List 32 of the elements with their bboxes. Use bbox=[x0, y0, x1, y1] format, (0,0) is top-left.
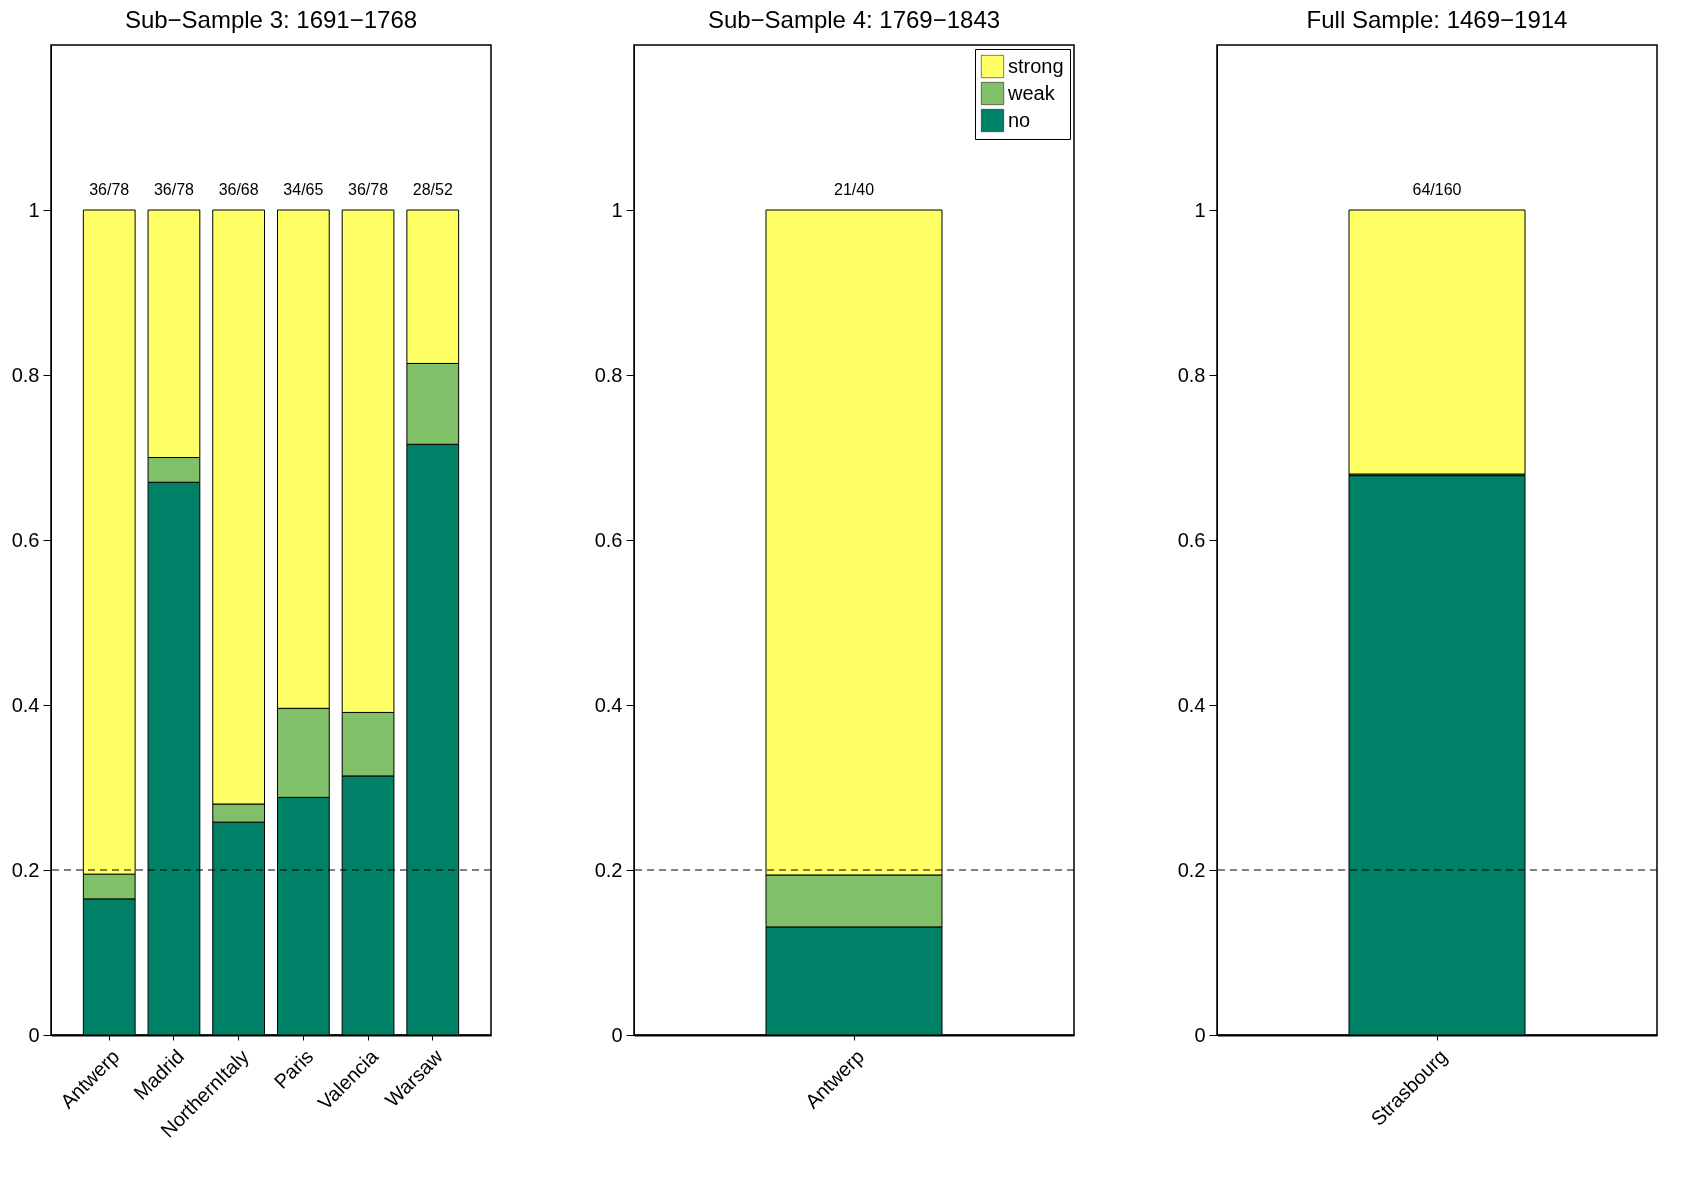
chart-title: Full Sample: 1469−1914 bbox=[1306, 6, 1568, 33]
annotation: 34/65 bbox=[283, 181, 324, 198]
y-tick-label: 0.6 bbox=[594, 528, 623, 551]
y-tick-label: 0.6 bbox=[11, 528, 40, 551]
y-tick-label: 0.2 bbox=[11, 858, 40, 881]
annotation: 64/160 bbox=[1412, 181, 1462, 198]
y-tick-label: 0.6 bbox=[1177, 528, 1206, 551]
y-tick-label: 1 bbox=[1194, 198, 1206, 221]
y-tick-label: 0.4 bbox=[11, 693, 40, 716]
y-tick-label: 0.4 bbox=[1177, 693, 1206, 716]
y-tick-label: 0 bbox=[28, 1023, 40, 1046]
y-tick-label: 0.2 bbox=[594, 858, 623, 881]
legend-label: strong bbox=[1008, 54, 1064, 77]
annotation: 36/78 bbox=[153, 181, 195, 198]
annotation: 36/68 bbox=[218, 181, 259, 198]
legend-label: weak bbox=[1007, 81, 1056, 104]
legend-label: no bbox=[1008, 108, 1031, 131]
y-tick-label: 0.2 bbox=[1177, 858, 1206, 881]
y-tick-label: 0.8 bbox=[1177, 363, 1206, 386]
y-tick-label: 0.4 bbox=[594, 693, 623, 716]
y-tick-label: 0 bbox=[611, 1023, 623, 1046]
annotation: 21/40 bbox=[833, 181, 875, 198]
annotation: 36/78 bbox=[348, 181, 389, 198]
annotation: 28/52 bbox=[412, 181, 453, 198]
annotation: 36/78 bbox=[89, 181, 130, 198]
y-tick-label: 1 bbox=[611, 198, 623, 221]
y-tick-label: 1 bbox=[28, 198, 40, 221]
y-tick-label: 0.8 bbox=[11, 363, 40, 386]
chart-title: Sub−Sample 3: 1691−1768 bbox=[124, 6, 418, 33]
y-tick-label: 0.8 bbox=[594, 363, 623, 386]
chart-title: Sub−Sample 4: 1769−1843 bbox=[707, 6, 1001, 33]
y-tick-label: 0 bbox=[1194, 1023, 1206, 1046]
